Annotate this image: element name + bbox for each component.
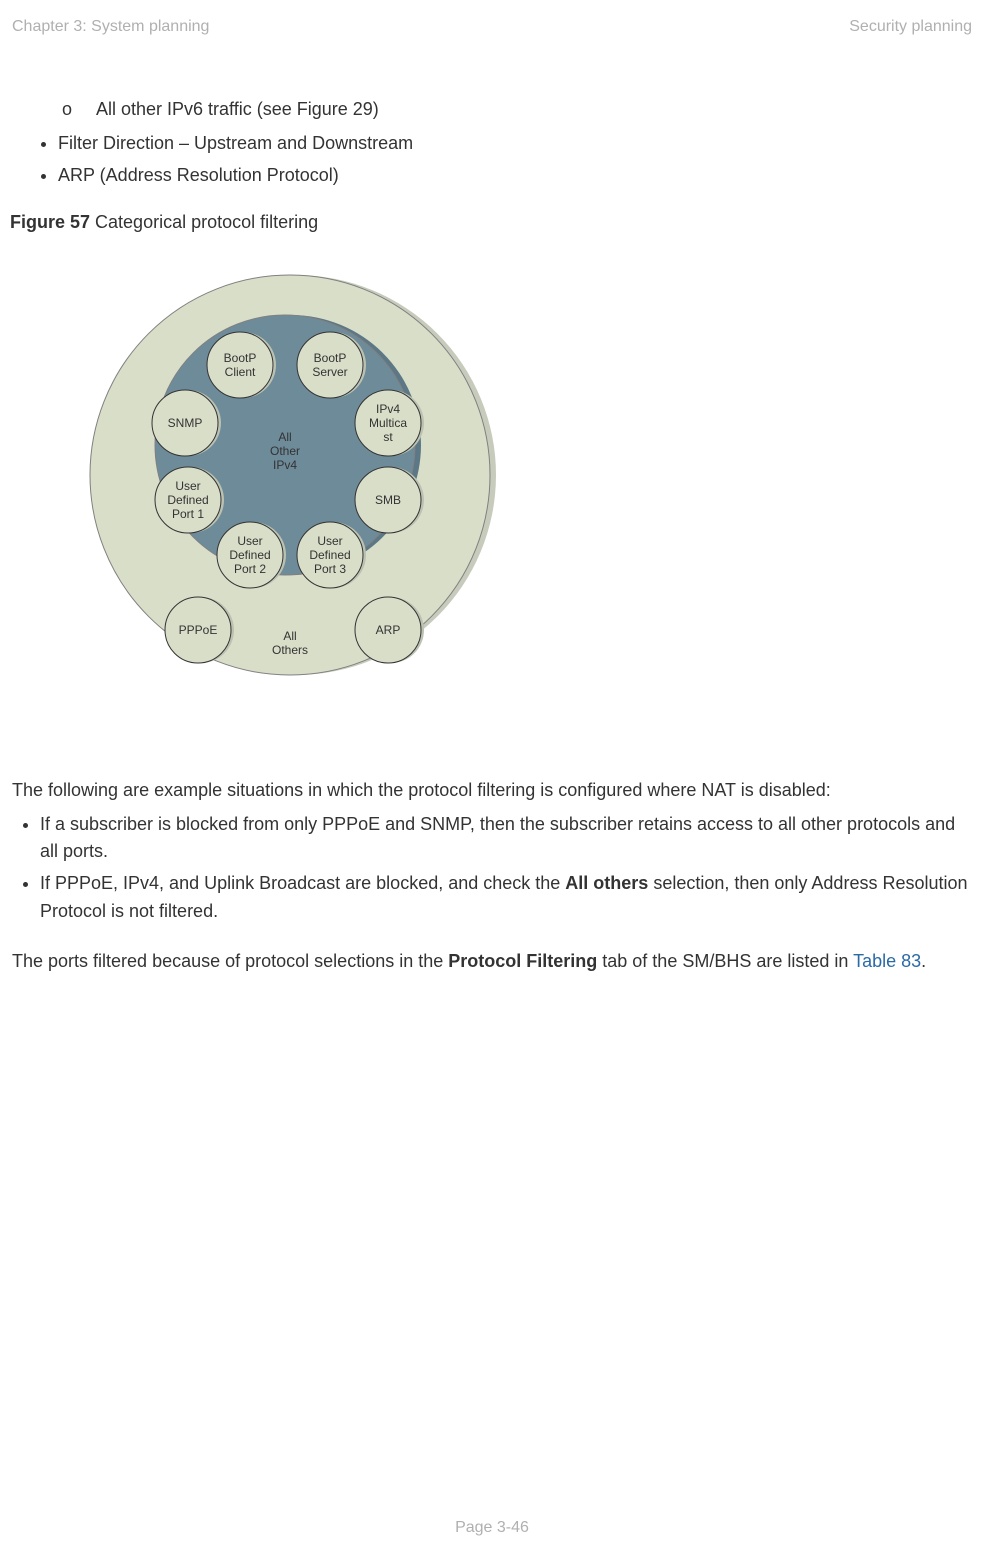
list-item: Filter Direction – Upstream and Downstre… (58, 130, 974, 158)
top-bullet-list: Filter Direction – Upstream and Downstre… (30, 130, 974, 190)
svg-text:All: All (283, 629, 296, 643)
svg-text:Defined: Defined (309, 548, 350, 562)
page-footer: Page 3-46 (0, 1519, 984, 1537)
paragraph: The ports filtered because of protocol s… (12, 948, 974, 976)
svg-text:PPPoE: PPPoE (179, 623, 218, 637)
svg-text:Other: Other (270, 444, 300, 458)
svg-text:SNMP: SNMP (168, 416, 203, 430)
list-item: ARP (Address Resolution Protocol) (58, 162, 974, 190)
svg-text:Multica: Multica (369, 416, 407, 430)
svg-text:SMB: SMB (375, 493, 401, 507)
svg-text:BootP: BootP (314, 351, 347, 365)
svg-text:Others: Others (272, 643, 308, 657)
figure-caption: Figure 57 Categorical protocol filtering (10, 212, 974, 233)
svg-text:IPv4: IPv4 (273, 458, 297, 472)
header-right: Security planning (849, 18, 972, 36)
svg-text:All: All (278, 430, 291, 444)
bottom-bullet-list: If a subscriber is blocked from only PPP… (12, 811, 974, 927)
svg-text:Client: Client (225, 365, 256, 379)
svg-text:Port 1: Port 1 (172, 507, 204, 521)
svg-text:st: st (383, 430, 393, 444)
svg-text:User: User (237, 534, 262, 548)
table-ref-link: Table 83 (853, 951, 921, 971)
svg-text:User: User (317, 534, 342, 548)
svg-text:Port 2: Port 2 (234, 562, 266, 576)
svg-text:User: User (175, 479, 200, 493)
protocol-filter-diagram: BootPClientBootPServerIPv4MulticastSMBUs… (30, 265, 480, 745)
svg-text:BootP: BootP (224, 351, 257, 365)
svg-text:Port 3: Port 3 (314, 562, 346, 576)
list-item: If PPPoE, IPv4, and Uplink Broadcast are… (40, 870, 974, 926)
list-item: If a subscriber is blocked from only PPP… (40, 811, 974, 867)
svg-text:Server: Server (312, 365, 347, 379)
svg-text:ARP: ARP (376, 623, 401, 637)
header-left: Chapter 3: System planning (12, 18, 209, 36)
svg-text:Defined: Defined (167, 493, 208, 507)
svg-text:IPv4: IPv4 (376, 402, 400, 416)
svg-text:Defined: Defined (229, 548, 270, 562)
sub-item-o: oAll other IPv6 traffic (see Figure 29) (30, 96, 974, 124)
paragraph: The following are example situations in … (12, 777, 974, 805)
